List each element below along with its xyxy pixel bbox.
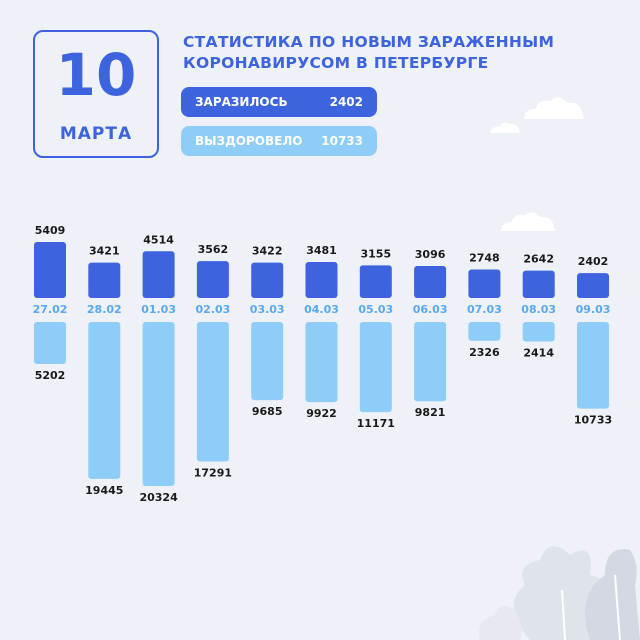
- infected-bar: [359, 265, 392, 298]
- infected-bar: [196, 261, 229, 298]
- infected-value-label: 5409: [35, 224, 66, 237]
- recovered-bar: [88, 322, 121, 479]
- page-title-line1: СТАТИСТИКА ПО НОВЫМ ЗАРАЖЕННЫМ: [183, 33, 555, 51]
- page-title-line2: КОРОНАВИРУСОМ В ПЕТЕРБУРГЕ: [183, 54, 489, 72]
- recovered-value-label: 2414: [523, 346, 554, 359]
- date-tick-label: 09.03: [576, 303, 611, 316]
- infected-bar: [142, 251, 175, 298]
- date-month: МАРТА: [59, 124, 133, 144]
- recovered-bar: [34, 322, 66, 364]
- recovered-bar: [522, 322, 555, 342]
- recovered-bar: [577, 322, 609, 409]
- recovered-bar: [414, 322, 447, 402]
- infected-value-label: 3481: [306, 244, 337, 257]
- recovered-value-label: 17291: [194, 467, 232, 480]
- infected-value-label: 2748: [469, 252, 500, 265]
- recovered-value-label: 9821: [415, 406, 446, 419]
- recovered-value-label: 19445: [85, 484, 123, 497]
- recovered-value-label: 2326: [469, 346, 500, 359]
- recovered-bar: [359, 322, 392, 413]
- date-tick-label: 05.03: [358, 303, 393, 316]
- infected-summary-label: ЗАРАЗИЛОСЬ: [195, 95, 288, 109]
- date-box: 10 МАРТА: [33, 30, 159, 158]
- recovered-value-label: 9922: [306, 407, 337, 420]
- infected-summary-badge: ЗАРАЗИЛОСЬ 2402: [181, 87, 377, 117]
- recovered-value-label: 11171: [357, 417, 395, 430]
- date-tick-label: 03.03: [250, 303, 285, 316]
- infected-bar: [251, 262, 284, 298]
- infected-summary-value: 2402: [329, 95, 363, 109]
- recovered-bar: [142, 322, 175, 486]
- recovered-bar: [196, 322, 229, 462]
- date-tick-label: 08.03: [521, 303, 556, 316]
- date-tick-label: 27.02: [33, 303, 68, 316]
- infected-bar: [522, 270, 555, 298]
- infected-bar: [88, 262, 121, 298]
- infected-value-label: 3096: [415, 248, 446, 261]
- infected-value-label: 3422: [252, 245, 283, 258]
- infected-bar: [468, 269, 501, 298]
- cloud-icon-2: [501, 212, 555, 231]
- recovered-bar: [468, 322, 501, 341]
- recovered-value-label: 20324: [139, 491, 178, 504]
- date-tick-label: 01.03: [141, 303, 176, 316]
- infected-value-label: 4514: [143, 233, 174, 246]
- small-cloud-icon: [490, 122, 520, 133]
- infected-value-label: 3562: [198, 243, 229, 256]
- recovered-summary-badge: ВЫЗДОРОВЕЛО 10733: [181, 126, 377, 156]
- recovered-bar: [251, 322, 284, 401]
- infected-value-label: 3155: [360, 247, 391, 260]
- infected-bar: [577, 273, 609, 298]
- recovered-summary-value: 10733: [321, 134, 363, 148]
- date-day: 10: [55, 41, 137, 109]
- infected-value-label: 2402: [578, 255, 609, 268]
- infected-value-label: 3421: [89, 245, 120, 258]
- date-tick-label: 06.03: [413, 303, 448, 316]
- date-tick-label: 02.03: [196, 303, 231, 316]
- date-tick-label: 04.03: [304, 303, 339, 316]
- infected-value-label: 2642: [523, 253, 554, 266]
- date-tick-label: 28.02: [87, 303, 122, 316]
- recovered-value-label: 5202: [35, 369, 66, 382]
- leaves-decoration-icon: [479, 546, 640, 640]
- infected-bar: [34, 242, 66, 298]
- cloud-icon: [524, 97, 584, 119]
- recovered-summary-label: ВЫЗДОРОВЕЛО: [195, 134, 303, 148]
- date-tick-label: 07.03: [467, 303, 502, 316]
- recovered-value-label: 10733: [574, 414, 612, 427]
- infected-bar: [414, 265, 447, 298]
- recovered-value-label: 9685: [252, 405, 283, 418]
- infected-bar: [305, 261, 338, 298]
- recovered-bar: [305, 322, 338, 403]
